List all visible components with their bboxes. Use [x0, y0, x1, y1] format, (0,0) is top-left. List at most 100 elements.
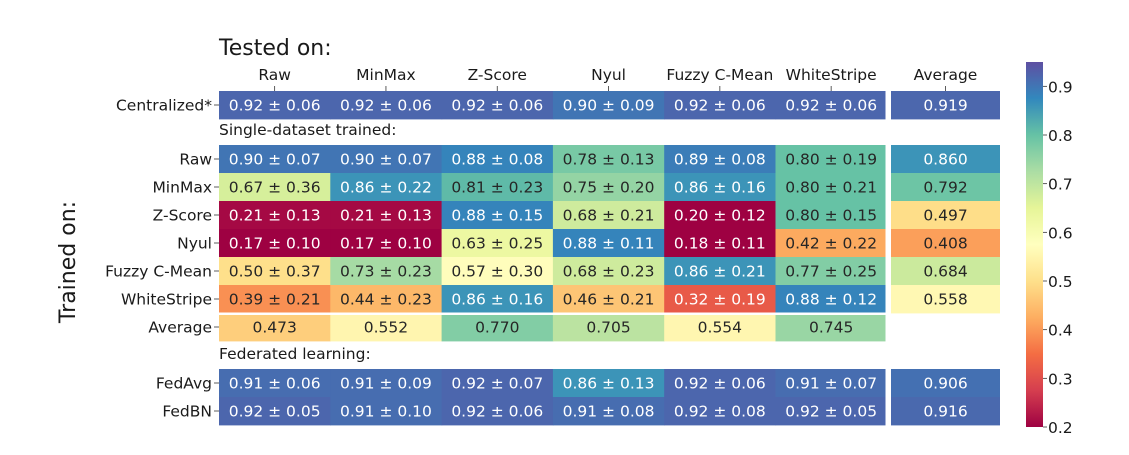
heatmap-cell [330, 397, 443, 426]
heatmap-cell [664, 229, 777, 258]
column-separator [885, 91, 889, 120]
cell-value: 0.745 [809, 319, 853, 337]
colorbar-bar [1026, 62, 1043, 427]
cell-value: 0.50 ± 0.37 [229, 263, 321, 281]
cell-value: 0.88 ± 0.12 [785, 291, 877, 309]
heatmap-cell [664, 145, 777, 174]
cell-value: 0.92 ± 0.06 [229, 97, 321, 115]
cell-value: 0.92 ± 0.06 [674, 97, 766, 115]
heatmap-cell [441, 397, 554, 426]
cell-value: 0.63 ± 0.25 [451, 235, 543, 253]
heatmap-cell [219, 145, 331, 174]
heatmap-cell [775, 173, 887, 202]
heatmap-cell [441, 229, 554, 258]
cell-value: 0.73 ± 0.23 [340, 263, 432, 281]
row-separator [219, 312, 887, 315]
cell-value: 0.80 ± 0.21 [785, 179, 877, 197]
cell-value: 0.32 ± 0.19 [674, 291, 766, 309]
cell-value: 0.558 [923, 291, 967, 309]
heatmap-cell [441, 369, 554, 398]
heatmap-cell [552, 397, 665, 426]
cell-value: 0.78 ± 0.13 [563, 151, 655, 169]
column-header: MinMax [356, 66, 416, 84]
cell-value: 0.92 ± 0.06 [785, 97, 877, 115]
cell-value: 0.552 [364, 319, 408, 337]
column-header: WhiteStripe [786, 66, 877, 84]
heatmap-cell [891, 257, 1000, 286]
section-label: Single-dataset trained: [219, 121, 396, 139]
row-label: Fuzzy C-Mean [105, 263, 212, 281]
column-headers: Raw MinMax Z-Score Nyul Fuzzy C-Mean WhiteStr… [258, 66, 977, 91]
heatmap-cell [775, 145, 887, 174]
colorbar: 0.2 0.3 0.4 0.5 0.6 0.7 0.8 0.9 [1026, 62, 1073, 437]
cell-value: 0.91 ± 0.07 [785, 375, 877, 393]
heatmap-cell [552, 285, 665, 314]
cell-value: 0.684 [923, 263, 967, 281]
column-header: Average [914, 66, 978, 84]
heatmap-cell [664, 397, 777, 426]
cell-value: 0.92 ± 0.06 [674, 375, 766, 393]
cell-value: 0.17 ± 0.10 [229, 235, 321, 253]
heatmap-cell [219, 173, 331, 202]
row-label: FedBN [162, 403, 212, 421]
colorbar-tick-label: 0.8 [1048, 127, 1073, 145]
heatmap-cell [330, 257, 443, 286]
heatmap-cell [330, 91, 443, 120]
cell-value: 0.92 ± 0.07 [451, 375, 543, 393]
heatmap-cell [775, 397, 887, 426]
cell-value: 0.92 ± 0.06 [340, 97, 432, 115]
heatmap-cell [330, 369, 443, 398]
heatmap-cell [891, 91, 1000, 120]
cell-value: 0.80 ± 0.19 [785, 151, 877, 169]
cell-value: 0.916 [923, 403, 967, 421]
cell-value: 0.91 ± 0.06 [229, 375, 321, 393]
heatmap-cell [891, 397, 1000, 426]
cell-value: 0.44 ± 0.23 [340, 291, 432, 309]
cell-value: 0.92 ± 0.05 [229, 403, 321, 421]
row-label: FedAvg [156, 375, 212, 393]
heatmap-cell [441, 285, 554, 314]
column-header: Raw [258, 66, 291, 84]
cell-value: 0.89 ± 0.08 [674, 151, 766, 169]
heatmap-cell [775, 257, 887, 286]
heatmap-cell [891, 229, 1000, 258]
cell-value: 0.80 ± 0.15 [785, 207, 877, 225]
heatmap-cell [330, 145, 443, 174]
cell-value: 0.77 ± 0.25 [785, 263, 877, 281]
cell-value: 0.497 [923, 207, 967, 225]
row-label: Nyul [177, 235, 212, 253]
heatmap-cell [441, 201, 554, 230]
heatmap-cell [552, 229, 665, 258]
heatmap-cell [219, 369, 331, 398]
cell-value: 0.68 ± 0.21 [563, 207, 655, 225]
cell-value: 0.860 [923, 151, 967, 169]
heatmap-grid: Centralized* 0.92 ± 0.06 0.92 ± 0.06 0.92 ±… [105, 91, 1000, 426]
cell-value: 0.92 ± 0.06 [451, 97, 543, 115]
heatmap-cell [664, 201, 777, 230]
cell-value: 0.90 ± 0.07 [229, 151, 321, 169]
row-label: MinMax [152, 179, 212, 197]
heatmap-cell [891, 201, 1000, 230]
heatmap-cell [219, 397, 331, 426]
row-label: Average [148, 319, 212, 337]
heatmap-cell [891, 145, 1000, 174]
cell-value: 0.92 ± 0.06 [451, 403, 543, 421]
colorbar-tick-label: 0.9 [1048, 78, 1073, 96]
heatmap-cell [330, 285, 443, 314]
heatmap-cell [219, 313, 331, 342]
heatmap-cell [552, 201, 665, 230]
cell-value: 0.17 ± 0.10 [340, 235, 432, 253]
heatmap-cell [219, 91, 331, 120]
cell-value: 0.91 ± 0.08 [563, 403, 655, 421]
heatmap-cell [441, 313, 554, 342]
heatmap-cell [775, 91, 887, 120]
heatmap-cell [664, 91, 777, 120]
section-label: Federated learning: [219, 345, 371, 363]
heatmap-cell [775, 313, 887, 342]
y-axis-label: Trained on: [56, 201, 81, 324]
cell-value: 0.88 ± 0.08 [451, 151, 543, 169]
cell-value: 0.57 ± 0.30 [451, 263, 543, 281]
heatmap-cell [775, 285, 887, 314]
cell-value: 0.46 ± 0.21 [563, 291, 655, 309]
heatmap-cell [891, 285, 1000, 314]
